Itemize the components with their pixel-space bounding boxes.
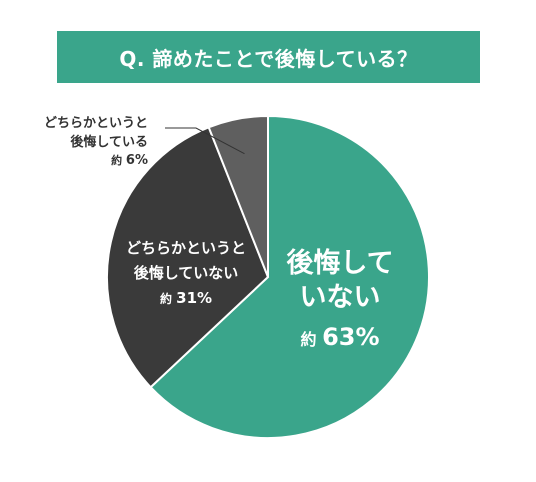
- pie-slice-2: [207, 114, 269, 278]
- slice-2-value: 約 6%: [111, 153, 148, 168]
- slice-2-leader-line: [165, 127, 245, 155]
- slice-2-label-line-2: 後悔している: [70, 134, 148, 150]
- chart-title: Q. 諦めたことで後悔している？: [57, 31, 480, 83]
- slice-2-label-line-1: どちらかというと: [44, 116, 148, 131]
- pie-slice-1: [106, 126, 270, 389]
- pie-slice-0: [149, 114, 430, 439]
- slice-1-value: 約 31%: [160, 289, 212, 307]
- slice-0-value: 約 63%: [300, 323, 379, 351]
- slice-0-label-line-1: 後悔して: [286, 247, 393, 279]
- slice-0-label-line-2: いない: [300, 282, 381, 313]
- slice-1-label-line-2: 後悔していない: [133, 264, 239, 282]
- slice-1-label-line-1: どちらかというと: [126, 239, 246, 257]
